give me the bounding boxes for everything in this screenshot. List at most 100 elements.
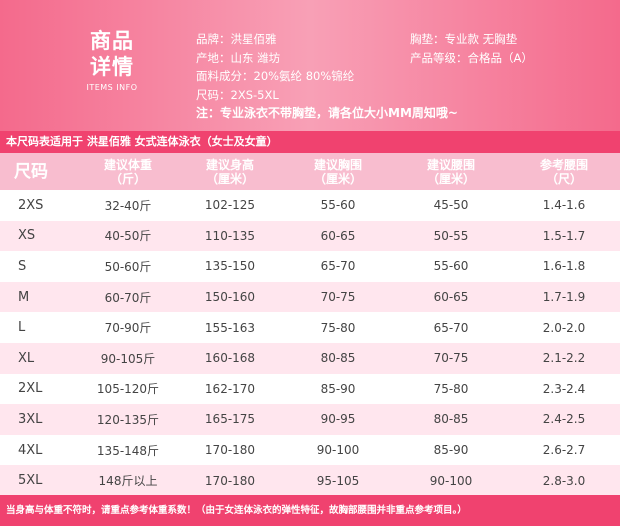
title-line2: 详情 <box>90 55 134 79</box>
cell-waist: 80-85 <box>394 404 508 435</box>
size-table: 尺码 建议体重 （斤） 建议身高 （厘米） 建议胸围 （厘米） 建议腰围 （厘米） 参考… <box>0 153 620 496</box>
cell-waist-chi: 2.3-2.4 <box>508 373 620 405</box>
size-table-footer-note: 当身高与体重不符时，请重点参考体重系数！（由于女连体泳衣的弹性特征，故胸部腰围并… <box>0 495 620 526</box>
title-subtitle: ITEMS INFO <box>86 83 138 92</box>
cell-bust: 60-65 <box>282 220 394 252</box>
cell-bust: 85-90 <box>282 373 394 405</box>
header-height-unit: （厘米） <box>205 171 254 186</box>
info-brand: 品牌：洪星佰雅 <box>196 32 277 46</box>
product-info-left: 品牌：洪星佰雅 产地：山东 潍坊 面料成分：20%氨纶 80%锦纶 尺码：2XS… <box>196 30 354 104</box>
cell-waist: 65-70 <box>394 312 508 343</box>
product-details-title: 商品 详情 ITEMS INFO <box>80 28 144 94</box>
table-row: M 60-70斤 150-160 70-75 60-65 1.7-1.9 <box>0 281 620 313</box>
cell-weight: 120-135斤 <box>78 404 178 435</box>
cell-size: 2XS <box>0 190 78 221</box>
cell-weight: 40-50斤 <box>78 220 178 252</box>
cell-weight: 50-60斤 <box>78 251 178 282</box>
header-waist-chi-label: 参考腰围 <box>539 157 588 172</box>
cell-height: 150-160 <box>178 281 282 313</box>
product-info-right: 胸垫：专业款 无胸垫 产品等级：合格品（A） <box>410 30 533 67</box>
cell-waist: 70-75 <box>394 342 508 374</box>
cell-height: 170-180 <box>178 465 282 496</box>
cell-size: XS <box>0 220 78 252</box>
cell-size: M <box>0 281 78 313</box>
cell-bust: 65-70 <box>282 251 394 282</box>
size-table-header-row: 尺码 建议体重 （斤） 建议身高 （厘米） 建议胸围 （厘米） 建议腰围 （厘米） 参考… <box>0 153 620 190</box>
header-waist-chi: 参考腰围 （尺） <box>508 153 620 190</box>
header-weight-label: 建议体重 <box>103 157 152 172</box>
header-bust-label: 建议胸围 <box>313 157 362 172</box>
cell-waist: 60-65 <box>394 281 508 313</box>
header-bust-unit: （厘米） <box>313 171 362 186</box>
cell-size: XL <box>0 342 78 374</box>
cell-size: 4XL <box>0 434 78 466</box>
table-row: L 70-90斤 155-163 75-80 65-70 2.0-2.0 <box>0 312 620 343</box>
cell-bust: 95-105 <box>282 465 394 496</box>
cell-size: L <box>0 312 78 343</box>
cell-waist-chi: 2.8-3.0 <box>508 465 620 496</box>
info-chest-pad: 胸垫：专业款 无胸垫 <box>410 32 518 46</box>
header-height-label: 建议身高 <box>205 157 254 172</box>
cell-size: S <box>0 251 78 282</box>
table-row: 2XS 32-40斤 102-125 55-60 45-50 1.4-1.6 <box>0 190 620 221</box>
title-line1: 商品 <box>90 29 134 53</box>
cell-height: 165-175 <box>178 404 282 435</box>
info-size-range: 尺码：2XS-5XL <box>196 87 279 102</box>
product-note: 注：专业泳衣不带胸垫，请各位大小MM周知哦~ <box>196 106 458 120</box>
cell-weight: 105-120斤 <box>78 373 178 405</box>
cell-weight: 60-70斤 <box>78 281 178 313</box>
cell-height: 135-150 <box>178 251 282 282</box>
cell-waist: 55-60 <box>394 251 508 282</box>
cell-waist: 90-100 <box>394 465 508 496</box>
header-height: 建议身高 （厘米） <box>178 153 282 190</box>
header-weight-unit: （斤） <box>109 171 146 186</box>
cell-bust: 90-95 <box>282 404 394 435</box>
cell-bust: 70-75 <box>282 281 394 313</box>
header-size-label: 尺码 <box>14 161 48 182</box>
info-grade: 产品等级：合格品（A） <box>410 50 533 65</box>
cell-bust: 90-100 <box>282 434 394 466</box>
cell-weight: 70-90斤 <box>78 312 178 343</box>
cell-bust: 55-60 <box>282 190 394 221</box>
table-row: 2XL 105-120斤 162-170 85-90 75-80 2.3-2.4 <box>0 373 620 405</box>
table-row: XL 90-105斤 160-168 80-85 70-75 2.1-2.2 <box>0 342 620 374</box>
cell-weight: 135-148斤 <box>78 434 178 466</box>
cell-waist-chi: 1.7-1.9 <box>508 281 620 313</box>
table-row: S 50-60斤 135-150 65-70 55-60 1.6-1.8 <box>0 251 620 282</box>
header-waist-unit: （厘米） <box>426 171 475 186</box>
header-size: 尺码 <box>0 153 78 190</box>
cell-waist-chi: 2.4-2.5 <box>508 404 620 435</box>
header-weight: 建议体重 （斤） <box>78 153 178 190</box>
table-row: 3XL 120-135斤 165-175 90-95 80-85 2.4-2.5 <box>0 404 620 435</box>
cell-size: 2XL <box>0 373 78 405</box>
cell-height: 102-125 <box>178 190 282 221</box>
cell-weight: 148斤以上 <box>78 465 178 496</box>
footer-text: 当身高与体重不符时，请重点参考体重系数！（由于女连体泳衣的弹性特征，故胸部腰围并… <box>6 505 467 516</box>
caption-text: 本尺码表适用于 洪星佰雅 女式连体泳衣（女士及女童） <box>6 135 278 148</box>
cell-size: 3XL <box>0 404 78 435</box>
cell-height: 170-180 <box>178 434 282 466</box>
cell-waist-chi: 2.0-2.0 <box>508 312 620 343</box>
info-origin: 产地：山东 潍坊 <box>196 50 281 65</box>
cell-height: 110-135 <box>178 220 282 252</box>
header-waist-label: 建议腰围 <box>426 157 475 172</box>
cell-waist-chi: 1.5-1.7 <box>508 220 620 252</box>
product-info-header: 商品 详情 ITEMS INFO 品牌：洪星佰雅 产地：山东 潍坊 面料成分：2… <box>0 0 620 131</box>
cell-weight: 90-105斤 <box>78 342 178 374</box>
table-row: XS 40-50斤 110-135 60-65 50-55 1.5-1.7 <box>0 220 620 252</box>
table-row: 4XL 135-148斤 170-180 90-100 85-90 2.6-2.7 <box>0 434 620 466</box>
cell-height: 160-168 <box>178 342 282 374</box>
cell-waist: 85-90 <box>394 434 508 466</box>
cell-size: 5XL <box>0 465 78 496</box>
cell-waist-chi: 2.1-2.2 <box>508 342 620 374</box>
size-table-caption: 本尺码表适用于 洪星佰雅 女式连体泳衣（女士及女童） <box>0 131 620 153</box>
info-fabric: 面料成分：20%氨纶 80%锦纶 <box>196 69 355 83</box>
cell-waist-chi: 1.6-1.8 <box>508 251 620 282</box>
cell-waist: 50-55 <box>394 220 508 252</box>
header-waist-chi-unit: （尺） <box>545 171 582 186</box>
header-waist: 建议腰围 （厘米） <box>394 153 508 190</box>
table-row: 5XL 148斤以上 170-180 95-105 90-100 2.8-3.0 <box>0 465 620 496</box>
cell-bust: 75-80 <box>282 312 394 343</box>
header-bust: 建议胸围 （厘米） <box>282 153 394 190</box>
